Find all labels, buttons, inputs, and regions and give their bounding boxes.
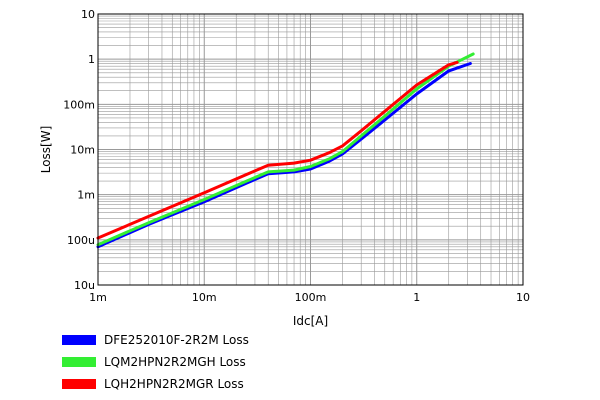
legend-item-dfe: DFE252010F-2R2M Loss xyxy=(62,330,249,350)
y-tick-label: 10m xyxy=(70,144,95,157)
x-tick-label: 1m xyxy=(89,291,107,304)
legend-swatch-lqh xyxy=(62,379,96,389)
legend-item-lqm: LQM2HPN2R2MGH Loss xyxy=(62,352,249,372)
legend-item-lqh: LQH2HPN2R2MGR Loss xyxy=(62,374,249,394)
x-tick-label: 10m xyxy=(192,291,217,304)
y-tick-label: 10 xyxy=(81,8,95,21)
legend-swatch-dfe xyxy=(62,335,96,345)
y-axis-title: Loss[W] xyxy=(39,126,53,174)
y-tick-label: 10u xyxy=(74,279,95,292)
x-axis-title: Idc[A] xyxy=(293,314,328,328)
x-tick-labels: 1m 10m 100m 1 10 xyxy=(89,291,530,304)
series-lines xyxy=(96,52,475,249)
series-line-1 xyxy=(96,52,475,247)
plot-frame xyxy=(97,13,524,286)
y-tick-label: 1 xyxy=(88,53,95,66)
x-tick-label: 1 xyxy=(413,291,420,304)
x-tick-label: 10 xyxy=(516,291,530,304)
legend: DFE252010F-2R2M Loss LQM2HPN2R2MGH Loss … xyxy=(62,330,249,396)
legend-label-dfe: DFE252010F-2R2M Loss xyxy=(104,333,249,347)
grid-lines xyxy=(97,14,523,286)
series-line-2 xyxy=(96,60,459,240)
legend-label-lqh: LQH2HPN2R2MGR Loss xyxy=(104,377,244,391)
x-tick-label: 100m xyxy=(295,291,327,304)
y-tick-label: 100u xyxy=(67,234,95,247)
y-tick-label: 1m xyxy=(77,189,95,202)
legend-label-lqm: LQM2HPN2R2MGH Loss xyxy=(104,355,246,369)
y-tick-label: 100m xyxy=(63,98,95,111)
legend-swatch-lqm xyxy=(62,357,96,367)
series-line-0 xyxy=(96,62,472,249)
y-tick-labels: 10u 100u 1m 10m 100m 1 10 xyxy=(63,8,95,292)
